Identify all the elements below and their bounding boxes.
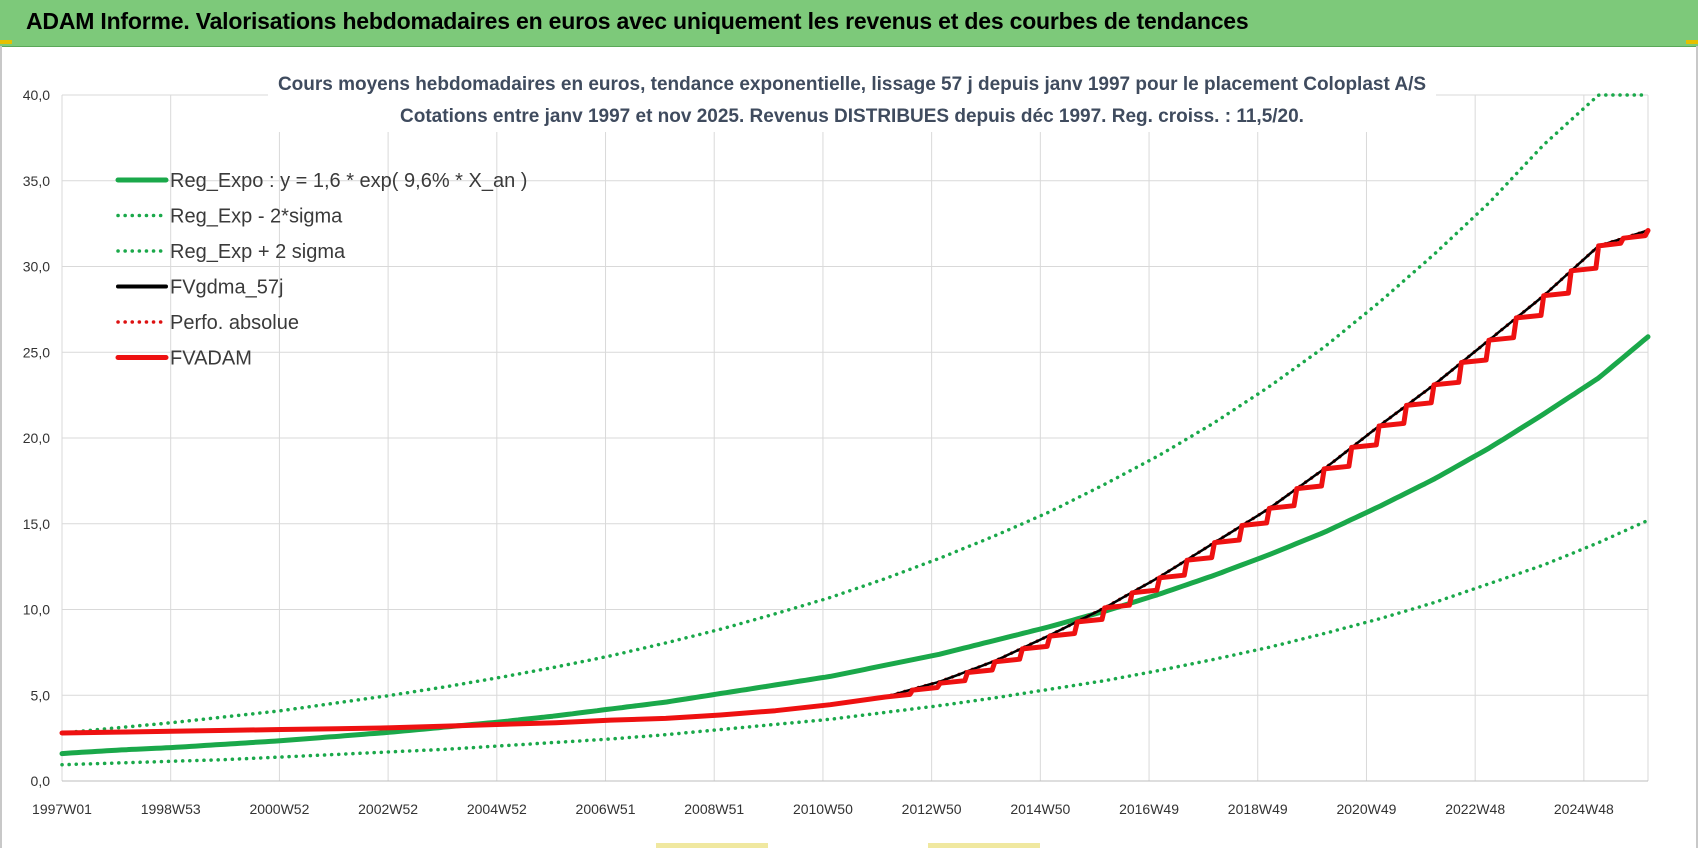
legend: Reg_Expo : y = 1,6 * exp( 9,6% * X_an ) R… [115,170,527,370]
chart-title: Cours moyens hebdomadaires en euros, ten… [278,74,1426,95]
grid [61,94,1649,782]
legend-label: Reg_Exp + 2 sigma [170,241,346,263]
y-axis-ticks: 0,0 5,0 10,0 15,0 20,0 25,0 30,0 35,0 40,0 [23,87,50,789]
x-tick-label: 1998W53 [141,801,201,817]
x-tick-label: 2024W48 [1554,801,1614,817]
x-axis-ticks: 1997W01 1998W53 2000W52 2002W52 2004W52 2006W… [32,801,1614,817]
corner-mark-right [1686,40,1698,44]
bottom-bar-left [656,843,768,848]
x-tick-label: 2000W52 [249,801,309,817]
x-tick-label: 1997W01 [32,801,92,817]
x-tick-label: 2004W52 [467,801,527,817]
series-line-2 [60,93,1650,735]
chart-area [0,46,1698,848]
y-tick-label: 20,0 [23,430,50,446]
legend-label: FVgdma_57j [170,277,283,299]
x-tick-label: 2018W49 [1228,801,1288,817]
y-tick-label: 15,0 [23,516,50,532]
header-banner: ADAM Informe. Valorisations hebdomadaire… [0,0,1698,47]
x-tick-label: 2012W50 [902,801,962,817]
y-tick-label: 10,0 [23,602,50,618]
series-line-0 [59,334,1651,757]
corner-mark-left [0,40,12,44]
page-title: ADAM Informe. Valorisations hebdomadaire… [26,8,1249,34]
series-line-5 [59,228,1651,736]
legend-label: Perfo. absolue [170,312,299,334]
chart-subtitle: Cotations entre janv 1997 et nov 2025. R… [400,106,1304,127]
y-tick-label: 30,0 [23,259,50,275]
x-tick-label: 2002W52 [358,801,418,817]
x-tick-label: 2008W51 [684,801,744,817]
bottom-bar-right [928,843,1040,848]
title-background [268,62,1436,132]
x-tick-label: 2016W49 [1119,801,1179,817]
y-tick-label: 25,0 [23,344,50,360]
x-tick-label: 2020W49 [1336,801,1396,817]
series-line-4 [60,228,1650,735]
legend-label: Reg_Exp - 2*sigma [170,206,343,228]
legend-label: FVADAM [170,348,252,370]
x-tick-label: 2022W48 [1445,801,1505,817]
series-line-3 [60,229,1650,735]
x-tick-label: 2014W50 [1010,801,1070,817]
y-tick-label: 5,0 [31,687,51,703]
series-line-1 [60,518,1650,767]
y-tick-label: 0,0 [31,773,51,789]
y-tick-label: 35,0 [23,173,50,189]
series-group [59,93,1651,767]
legend-label: Reg_Expo : y = 1,6 * exp( 9,6% * X_an ) [170,170,527,192]
x-tick-label: 2010W50 [793,801,853,817]
y-tick-label: 40,0 [23,87,50,103]
x-tick-label: 2006W51 [576,801,636,817]
